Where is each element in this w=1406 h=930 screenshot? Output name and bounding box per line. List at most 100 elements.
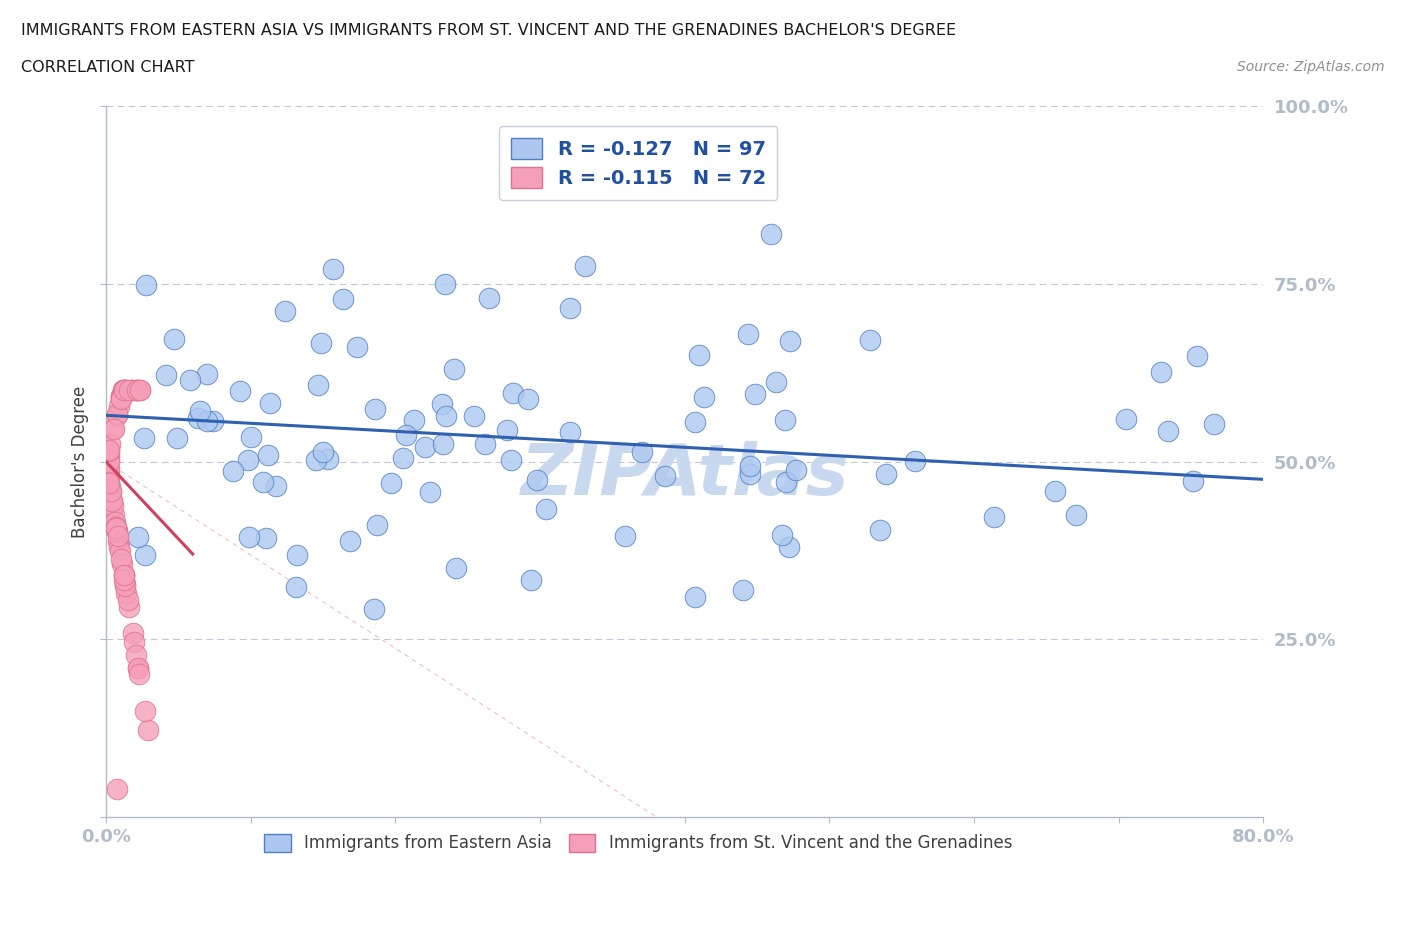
Point bbox=[108, 399, 131, 414]
Point bbox=[110, 392, 132, 406]
Text: Source: ZipAtlas.com: Source: ZipAtlas.com bbox=[1237, 60, 1385, 74]
Point bbox=[574, 259, 596, 273]
Point bbox=[118, 383, 141, 398]
Point bbox=[478, 291, 501, 306]
Point bbox=[97, 470, 120, 485]
Point bbox=[236, 452, 259, 467]
Point bbox=[105, 408, 128, 423]
Point bbox=[98, 436, 121, 451]
Point bbox=[127, 661, 149, 676]
Point bbox=[413, 440, 436, 455]
Point bbox=[103, 422, 125, 437]
Point bbox=[364, 402, 387, 417]
Point bbox=[775, 474, 797, 489]
Point bbox=[419, 485, 441, 499]
Point bbox=[105, 521, 128, 536]
Point bbox=[111, 557, 134, 572]
Point bbox=[307, 378, 329, 392]
Point bbox=[105, 524, 128, 538]
Point bbox=[257, 447, 280, 462]
Point bbox=[1204, 417, 1226, 432]
Point bbox=[125, 647, 148, 662]
Point bbox=[100, 485, 122, 499]
Point bbox=[107, 781, 129, 796]
Point bbox=[121, 626, 143, 641]
Point bbox=[97, 444, 120, 458]
Point bbox=[112, 572, 135, 587]
Point bbox=[97, 455, 120, 470]
Point bbox=[105, 406, 128, 421]
Point bbox=[188, 404, 211, 418]
Point bbox=[124, 383, 146, 398]
Point bbox=[103, 421, 125, 436]
Point bbox=[97, 448, 120, 463]
Point bbox=[380, 475, 402, 490]
Point bbox=[738, 467, 761, 482]
Point bbox=[434, 408, 457, 423]
Point bbox=[240, 430, 263, 445]
Point bbox=[613, 529, 636, 544]
Point bbox=[110, 551, 132, 566]
Legend: Immigrants from Eastern Asia, Immigrants from St. Vincent and the Grenadines: Immigrants from Eastern Asia, Immigrants… bbox=[257, 827, 1019, 859]
Point bbox=[128, 667, 150, 682]
Point bbox=[222, 464, 245, 479]
Point bbox=[97, 461, 120, 476]
Point bbox=[346, 339, 368, 354]
Point bbox=[1043, 484, 1066, 498]
Point bbox=[444, 561, 467, 576]
Point bbox=[103, 507, 125, 522]
Point bbox=[256, 530, 278, 545]
Point bbox=[195, 414, 218, 429]
Point bbox=[432, 396, 454, 411]
Point bbox=[738, 458, 761, 473]
Point bbox=[463, 408, 485, 423]
Point bbox=[122, 634, 145, 649]
Point bbox=[1182, 474, 1205, 489]
Point bbox=[274, 303, 297, 318]
Point bbox=[155, 367, 177, 382]
Point bbox=[104, 514, 127, 529]
Point bbox=[859, 332, 882, 347]
Text: IMMIGRANTS FROM EASTERN ASIA VS IMMIGRANTS FROM ST. VINCENT AND THE GRENADINES B: IMMIGRANTS FROM EASTERN ASIA VS IMMIGRAN… bbox=[21, 23, 956, 38]
Point bbox=[316, 452, 339, 467]
Point bbox=[129, 383, 152, 398]
Point bbox=[309, 336, 332, 351]
Point bbox=[1185, 349, 1208, 364]
Point bbox=[110, 391, 132, 405]
Point bbox=[121, 383, 143, 398]
Text: ZIPAtlas: ZIPAtlas bbox=[520, 442, 849, 511]
Point bbox=[98, 476, 121, 491]
Point bbox=[391, 450, 413, 465]
Point bbox=[785, 463, 807, 478]
Point bbox=[115, 586, 138, 601]
Point bbox=[100, 484, 122, 498]
Point bbox=[692, 390, 714, 405]
Point bbox=[114, 578, 136, 593]
Point bbox=[305, 452, 328, 467]
Point bbox=[114, 383, 136, 398]
Point bbox=[101, 494, 124, 509]
Point bbox=[105, 521, 128, 536]
Point bbox=[266, 479, 288, 494]
Point bbox=[128, 383, 150, 398]
Point bbox=[501, 452, 523, 467]
Point bbox=[366, 517, 388, 532]
Point bbox=[339, 534, 361, 549]
Point bbox=[112, 568, 135, 583]
Point bbox=[121, 383, 143, 398]
Point bbox=[98, 477, 121, 492]
Point bbox=[285, 548, 308, 563]
Point bbox=[97, 465, 120, 480]
Point bbox=[238, 529, 260, 544]
Point bbox=[134, 704, 156, 719]
Point bbox=[904, 454, 927, 469]
Point bbox=[125, 383, 148, 398]
Point bbox=[779, 333, 801, 348]
Point bbox=[134, 548, 156, 563]
Point bbox=[869, 523, 891, 538]
Point bbox=[1150, 365, 1173, 379]
Point bbox=[875, 466, 897, 481]
Point bbox=[118, 600, 141, 615]
Point bbox=[683, 590, 706, 604]
Point bbox=[112, 568, 135, 583]
